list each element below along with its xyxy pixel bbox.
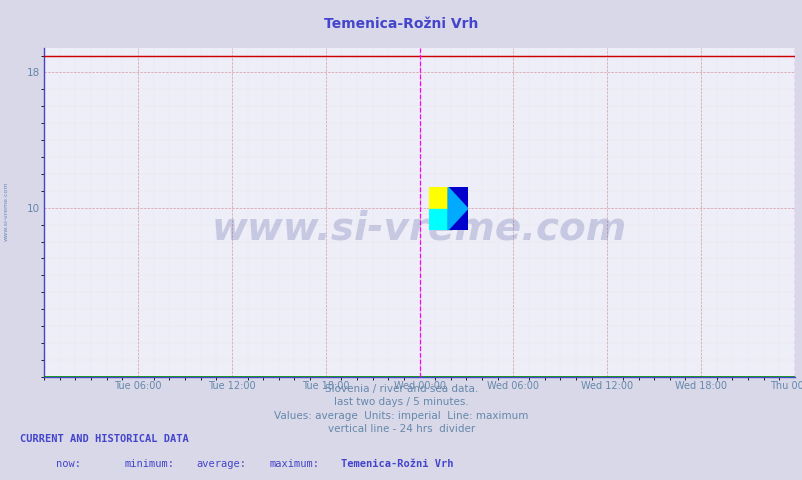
Text: Temenica-Rožni Vrh: Temenica-Rožni Vrh [324, 17, 478, 31]
Polygon shape [448, 187, 468, 230]
Text: Slovenia / river and sea data.: Slovenia / river and sea data. [325, 384, 477, 394]
Text: now:: now: [56, 459, 81, 469]
Text: minimum:: minimum: [124, 459, 174, 469]
Text: www.si-vreme.com: www.si-vreme.com [4, 181, 9, 241]
Text: maximum:: maximum: [269, 459, 318, 469]
Polygon shape [448, 187, 468, 230]
Text: last two days / 5 minutes.: last two days / 5 minutes. [334, 397, 468, 408]
Text: www.si-vreme.com: www.si-vreme.com [212, 210, 626, 248]
Text: CURRENT AND HISTORICAL DATA: CURRENT AND HISTORICAL DATA [20, 434, 188, 444]
Text: Values: average  Units: imperial  Line: maximum: Values: average Units: imperial Line: ma… [274, 411, 528, 421]
Polygon shape [428, 187, 448, 208]
Text: average:: average: [196, 459, 246, 469]
Text: vertical line - 24 hrs  divider: vertical line - 24 hrs divider [327, 424, 475, 434]
Text: Temenica-Rožni Vrh: Temenica-Rožni Vrh [341, 459, 453, 469]
Polygon shape [428, 208, 448, 230]
